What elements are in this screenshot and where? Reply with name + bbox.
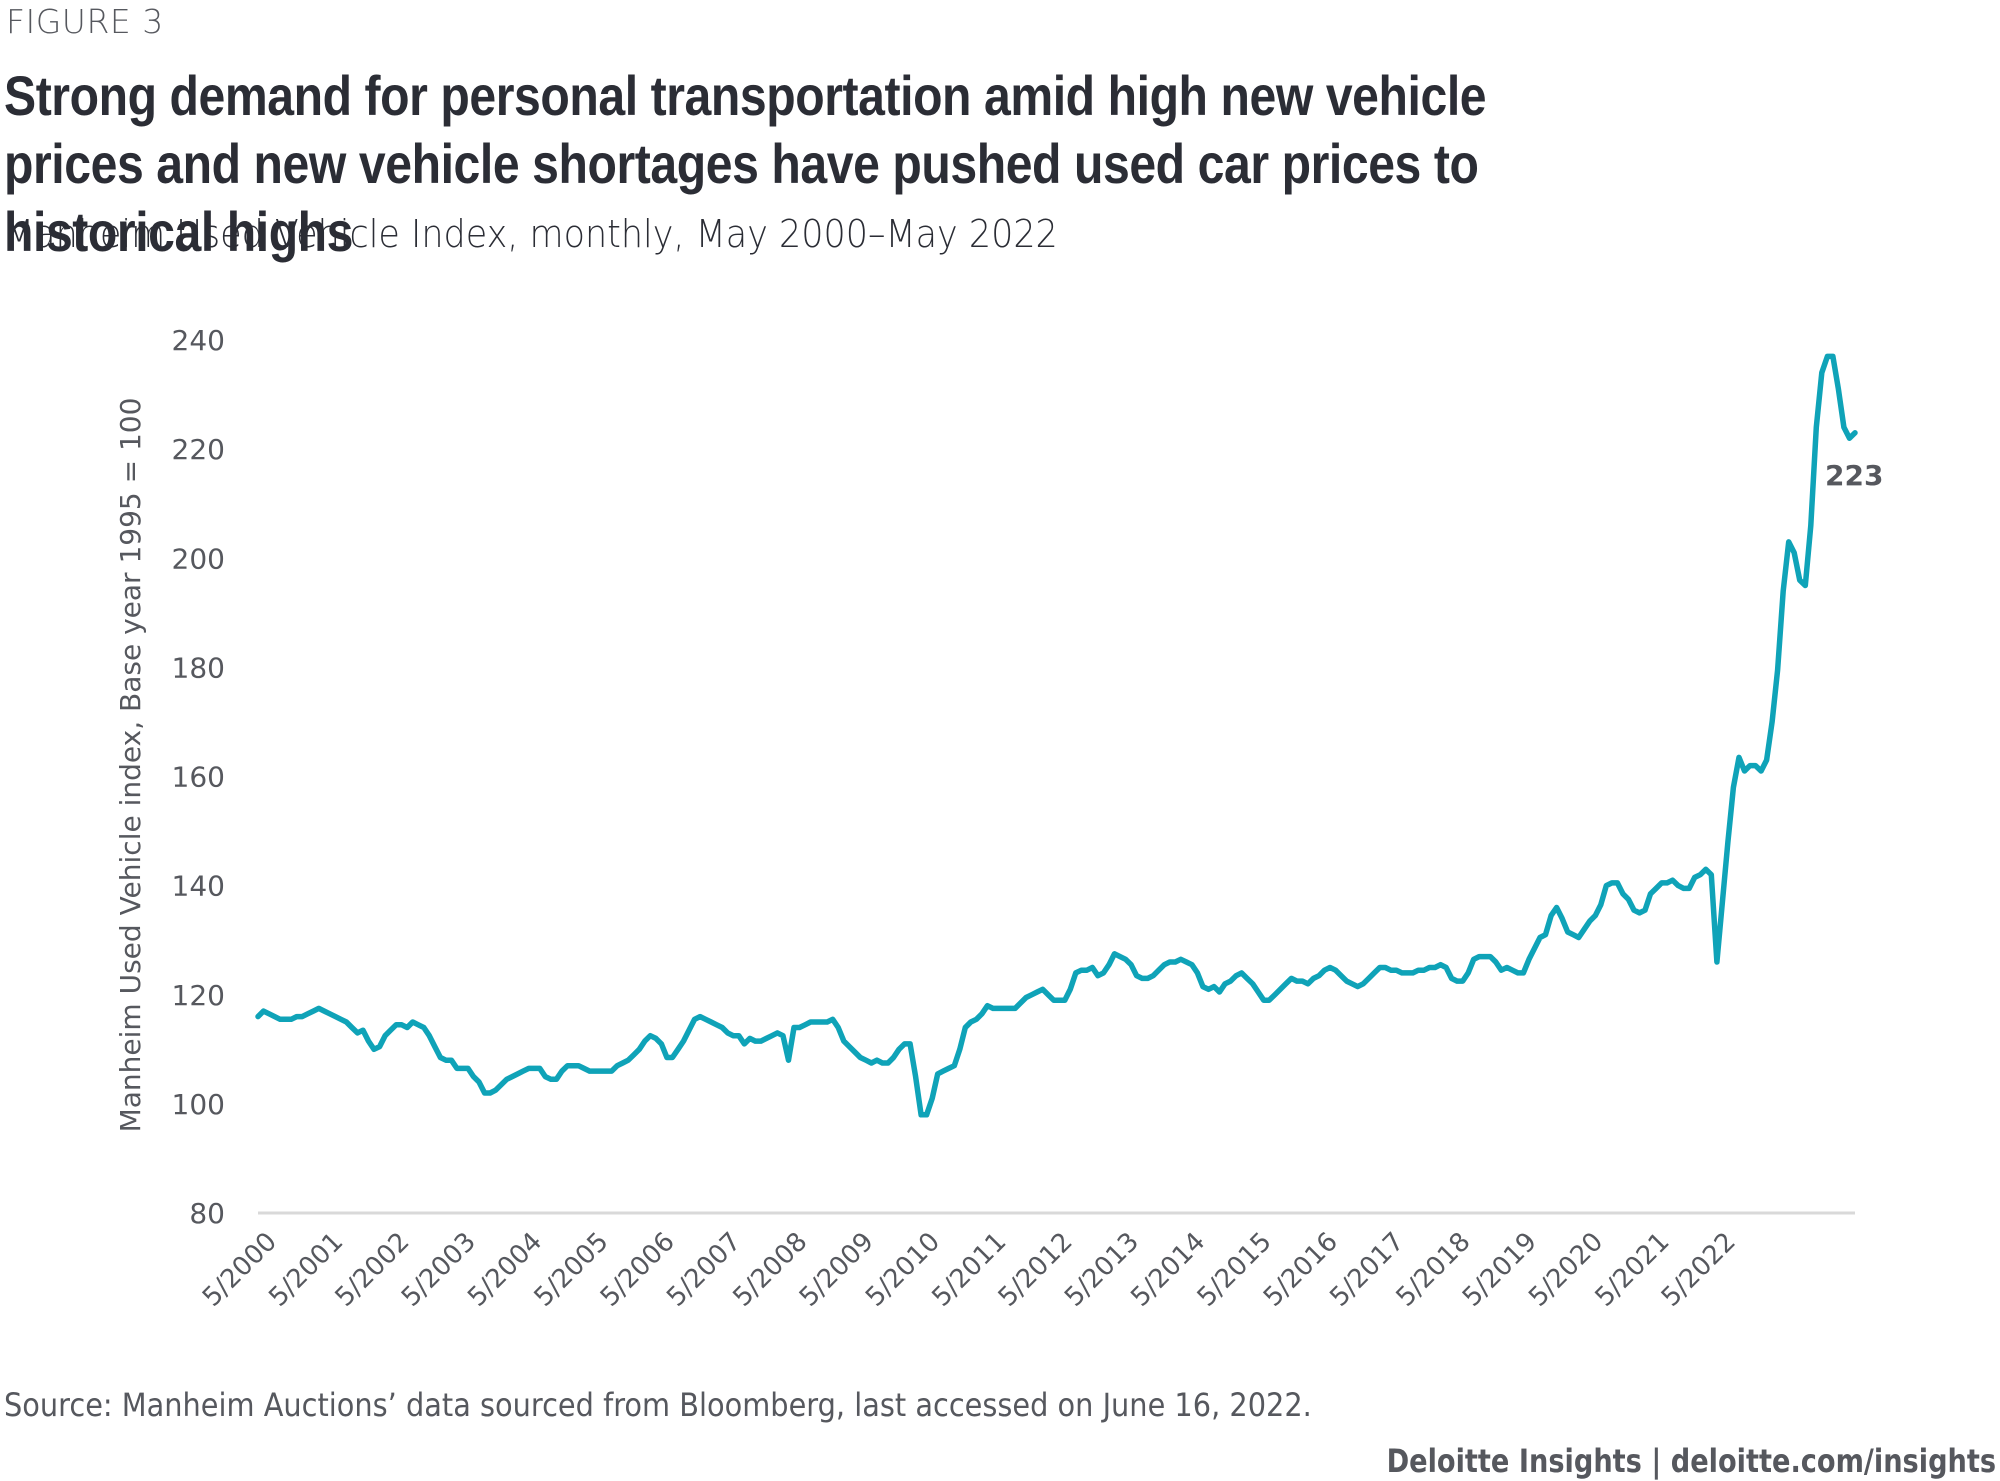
figure-label: FIGURE 3: [6, 2, 164, 41]
x-tick-label: 5/2004: [462, 1227, 548, 1313]
y-tick-label: 160: [172, 761, 225, 794]
y-tick-label: 100: [172, 1088, 225, 1121]
x-tick-label: 5/2015: [1192, 1227, 1278, 1313]
x-tick-label: 5/2005: [529, 1227, 615, 1313]
y-axis-ticks: 80 100 120 140 160 180 200 220 240: [172, 324, 225, 1230]
x-tick-label: 5/2022: [1656, 1227, 1742, 1313]
x-tick-label: 5/2019: [1457, 1227, 1543, 1313]
x-tick-label: 5/2013: [1059, 1227, 1145, 1313]
x-tick-label: 5/2010: [860, 1227, 946, 1313]
publisher-credit: Deloitte Insights | deloitte.com/insight…: [1386, 1442, 1996, 1480]
x-tick-label: 5/2000: [197, 1227, 283, 1313]
x-tick-label: 5/2012: [993, 1227, 1079, 1313]
x-tick-label: 5/2018: [1391, 1227, 1477, 1313]
x-tick-label: 5/2021: [1590, 1227, 1676, 1313]
y-axis-title-group: Manheim Used Vehicle index, Base year 19…: [114, 398, 147, 1133]
y-tick-label: 80: [189, 1197, 225, 1230]
y-tick-label: 200: [172, 542, 225, 575]
x-tick-label: 5/2007: [661, 1227, 747, 1313]
x-tick-label: 5/2001: [263, 1227, 349, 1313]
x-tick-label: 5/2008: [728, 1227, 814, 1313]
y-tick-label: 240: [172, 324, 225, 357]
y-tick-label: 180: [172, 651, 225, 684]
x-tick-label: 5/2017: [1324, 1227, 1410, 1313]
chart-subtitle: Manheim Used Vehicle Index, monthly, May…: [4, 212, 1058, 256]
x-tick-label: 5/2016: [1258, 1227, 1344, 1313]
chart-title: Strong demand for personal transportatio…: [4, 64, 1487, 263]
y-axis-title: Manheim Used Vehicle index, Base year 19…: [114, 398, 147, 1133]
x-tick-label: 5/2003: [396, 1227, 482, 1313]
y-tick-label: 220: [172, 433, 225, 466]
x-tick-label: 5/2020: [1523, 1227, 1609, 1313]
x-tick-label: 5/2002: [330, 1227, 416, 1313]
y-tick-label: 120: [172, 979, 225, 1012]
source-note: Source: Manheim Auctions’ data sourced f…: [4, 1386, 1312, 1424]
x-tick-label: 5/2009: [794, 1227, 880, 1313]
x-axis-ticks: 5/20005/20015/20025/20035/20045/20055/20…: [197, 1227, 1742, 1313]
series-line-manheim-index: [255, 353, 1858, 1118]
x-tick-label: 5/2011: [926, 1227, 1012, 1313]
x-tick-label: 5/2006: [595, 1227, 681, 1313]
end-value-label: 223: [1825, 459, 1883, 492]
y-tick-label: 140: [172, 870, 225, 903]
x-tick-label: 5/2014: [1125, 1227, 1211, 1313]
